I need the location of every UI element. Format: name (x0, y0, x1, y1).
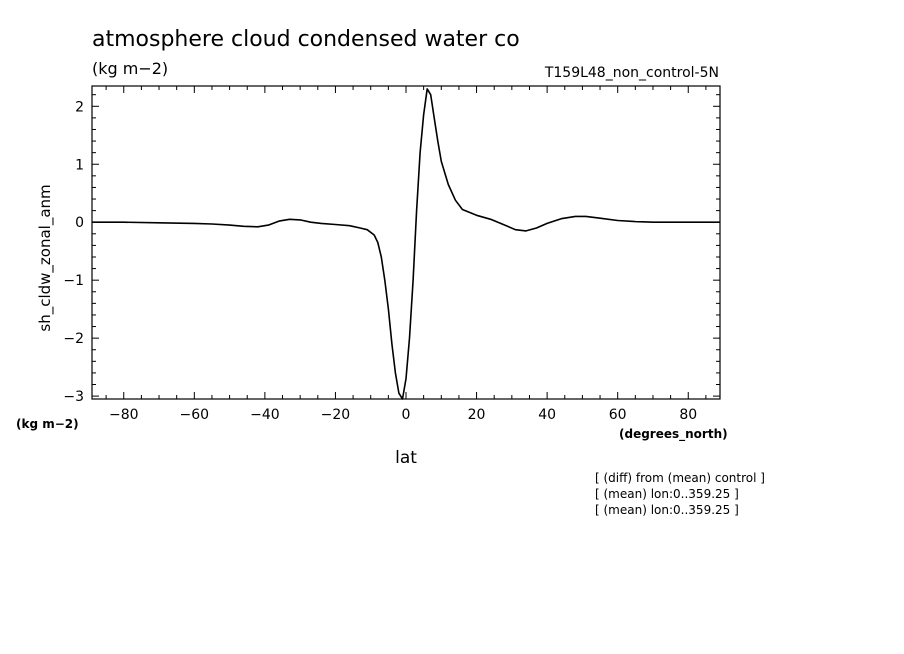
x-tick-label: −20 (321, 407, 351, 423)
x-tick-label: −40 (250, 407, 280, 423)
y-tick-label: −3 (63, 389, 84, 405)
series-line (92, 88, 720, 400)
note-line: [ (diff) from (mean) control ] (595, 471, 765, 485)
axis-ticks (92, 86, 720, 399)
y-tick-label: −2 (63, 331, 84, 347)
x-axis-label: lat (395, 448, 417, 468)
chart-units: (kg m−2) (92, 59, 168, 78)
y-tick-label: −1 (63, 273, 84, 289)
experiment-label: T159L48_non_control-5N (544, 65, 719, 81)
x-tick-label: −80 (109, 407, 139, 423)
plot-frame (91, 85, 721, 400)
y-axis-label: sh_cldw_zonal_anm (36, 184, 55, 331)
axis-tick-labels: −80 −60 −40 −20 0 20 40 60 80 −3 −2 −1 0 1 2 (63, 99, 697, 423)
note-line: [ (mean) lon:0..359.25 ] (595, 487, 739, 501)
x-axis-units: (degrees_north) (619, 427, 728, 442)
y-tick-label: 2 (75, 99, 84, 115)
x-tick-label: 80 (679, 407, 697, 423)
x-tick-label: 20 (468, 407, 486, 423)
x-tick-label: 40 (538, 407, 556, 423)
chart-title: atmosphere cloud condensed water co (92, 27, 520, 52)
series-layer (92, 88, 720, 400)
y-axis-units: (kg m−2) (16, 417, 79, 431)
notes: [ (diff) from (mean) control ] [ (mean) … (595, 471, 765, 517)
note-line: [ (mean) lon:0..359.25 ] (595, 503, 739, 517)
x-tick-label: 60 (609, 407, 627, 423)
y-tick-label: 0 (75, 215, 84, 231)
x-tick-label: 0 (402, 407, 411, 423)
y-tick-label: 1 (75, 157, 84, 173)
x-tick-label: −60 (180, 407, 210, 423)
